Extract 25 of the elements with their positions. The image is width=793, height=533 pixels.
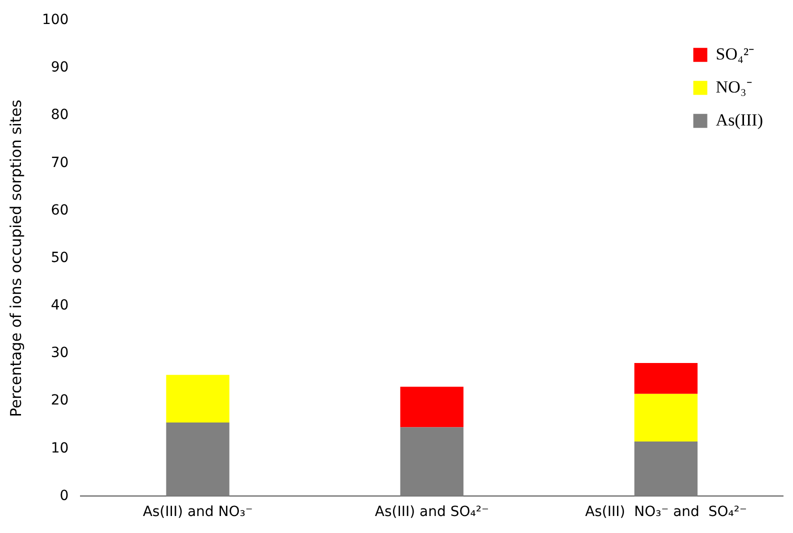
- y-tick-label: 30: [50, 345, 69, 362]
- x-tick-label: As(III) NO₃⁻ and SO₄²⁻: [585, 504, 747, 520]
- x-tick-label: As(III) and SO₄²⁻: [374, 504, 489, 520]
- y-tick-label: 0: [60, 488, 69, 504]
- y-tick-label: 20: [50, 392, 69, 409]
- bar: [166, 374, 230, 422]
- y-tick-label: 10: [50, 440, 69, 456]
- x-tick-label: As(III) and NO₃⁻: [142, 504, 253, 520]
- y-axis-title: Percentage of ions occupied sorption sites: [6, 99, 25, 417]
- bar: [634, 362, 698, 394]
- y-tick-label: 40: [50, 298, 69, 314]
- y-tick-label: 50: [50, 250, 69, 266]
- y-tick-label: 60: [50, 202, 69, 218]
- legend-label: NO₃⁻: [716, 77, 752, 96]
- y-tick-label: 80: [50, 107, 69, 124]
- bar: [400, 427, 464, 496]
- y-tick-label: 100: [42, 12, 69, 28]
- y-tick-label: 70: [50, 154, 69, 171]
- legend-label: As(III): [716, 110, 764, 130]
- bar: [166, 422, 230, 496]
- bar: [400, 386, 464, 428]
- y-tick-label: 90: [50, 60, 69, 76]
- bar: [634, 441, 698, 496]
- bar: [634, 394, 698, 442]
- legend-label: SO₄²⁻: [716, 44, 755, 64]
